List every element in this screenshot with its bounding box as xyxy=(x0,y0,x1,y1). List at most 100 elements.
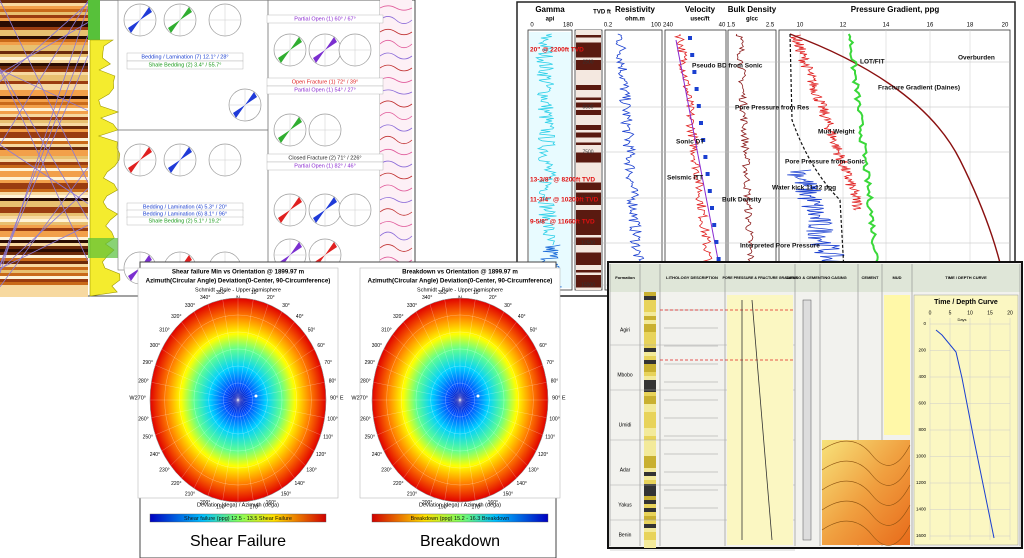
sine xyxy=(0,0,89,146)
label: 260° xyxy=(360,416,370,422)
litho xyxy=(576,50,601,53)
spoke xyxy=(383,348,461,401)
litho xyxy=(576,215,601,218)
spoke xyxy=(459,399,476,501)
litho xyxy=(644,380,656,384)
contour-map xyxy=(822,440,910,545)
itt-point xyxy=(705,172,710,176)
litho xyxy=(576,260,601,263)
litho xyxy=(576,92,601,95)
label: 220° xyxy=(171,481,181,487)
spoke xyxy=(170,334,239,401)
spoke xyxy=(155,364,239,401)
litho xyxy=(576,282,601,285)
ring xyxy=(430,365,490,435)
image-stripe xyxy=(0,132,88,135)
label: 240 xyxy=(663,23,674,29)
label: 300° xyxy=(150,343,160,349)
litho xyxy=(644,472,656,476)
litho xyxy=(644,480,656,484)
litho xyxy=(644,428,656,432)
label: 230° xyxy=(159,467,169,473)
label: 50° xyxy=(530,327,538,333)
spoke xyxy=(444,399,461,501)
litho xyxy=(576,230,601,233)
spoke xyxy=(207,399,239,496)
litho xyxy=(644,476,656,480)
spoke xyxy=(392,334,461,401)
litho xyxy=(576,177,601,180)
litho xyxy=(644,488,656,492)
image-stripe xyxy=(0,282,88,285)
image-stripe xyxy=(0,129,88,132)
litho xyxy=(644,368,656,372)
label: 170° xyxy=(471,505,481,511)
litho xyxy=(576,130,601,133)
image-stripe xyxy=(0,213,88,216)
litho xyxy=(576,62,601,65)
label: Interpreted Pore Pressure xyxy=(740,243,820,250)
litho xyxy=(576,147,601,150)
label: 5 xyxy=(949,310,952,316)
litho xyxy=(576,212,601,215)
image-stripe xyxy=(0,237,88,240)
label: 130° xyxy=(306,467,316,473)
rose xyxy=(313,197,337,223)
label: 200° xyxy=(422,500,432,506)
label: 400 xyxy=(918,374,926,379)
image-stripe xyxy=(0,153,88,156)
spoke xyxy=(459,334,528,401)
casing-box xyxy=(529,32,571,288)
litho xyxy=(576,97,601,100)
litho xyxy=(576,115,601,118)
image-stripe xyxy=(0,81,88,84)
litho xyxy=(644,452,656,456)
label: PORE PRESSURE & FRACTURE GRADIENT xyxy=(722,276,798,280)
litho xyxy=(644,340,656,344)
litho xyxy=(576,247,601,250)
label: 250° xyxy=(365,435,375,441)
litho xyxy=(644,324,656,328)
image-stripe xyxy=(0,30,88,33)
litho xyxy=(644,300,656,304)
rose xyxy=(233,92,257,118)
label: 210° xyxy=(185,492,195,498)
image-stripe xyxy=(0,222,88,225)
yellow-curve xyxy=(89,39,121,297)
colorbar xyxy=(371,513,549,523)
label: Umidi xyxy=(619,422,632,428)
label: api xyxy=(546,17,555,23)
image-stripe xyxy=(0,120,88,123)
sine xyxy=(0,167,89,287)
itt-point xyxy=(696,104,701,108)
litho xyxy=(576,180,601,183)
litho xyxy=(576,227,601,230)
litho xyxy=(644,464,656,468)
rose xyxy=(278,117,302,143)
label: 30° xyxy=(282,303,290,309)
spoke xyxy=(170,399,239,466)
label: 160° xyxy=(266,500,276,506)
image-stripe xyxy=(0,51,88,54)
label: 70° xyxy=(324,360,332,366)
litho xyxy=(576,110,601,113)
itt-point xyxy=(703,155,708,159)
litho xyxy=(644,460,656,464)
label: 80° xyxy=(551,378,559,384)
litho xyxy=(576,210,601,213)
ring xyxy=(371,297,549,503)
sine xyxy=(379,197,413,203)
label: Closed Fracture (2) 71° / 226° xyxy=(288,155,361,161)
image-stripe xyxy=(0,267,88,270)
litho xyxy=(576,125,601,128)
litho xyxy=(576,287,601,290)
ring xyxy=(223,382,253,418)
spoke xyxy=(459,299,476,401)
litho xyxy=(644,528,656,532)
litho xyxy=(644,308,656,312)
litho xyxy=(644,544,656,548)
label: Velocity xyxy=(685,5,716,14)
litho xyxy=(576,225,601,228)
image-stripe xyxy=(0,198,88,201)
sine xyxy=(0,144,89,204)
